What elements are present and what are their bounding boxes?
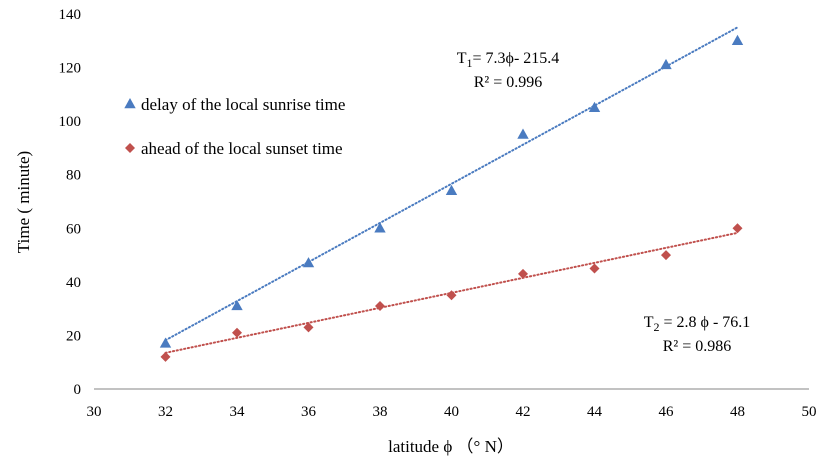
y-tick-label: 40: [66, 275, 81, 291]
data-point-triangle: [159, 337, 172, 348]
data-point-diamond: [303, 322, 314, 333]
legend-item-sunset: ahead of the local sunset time: [125, 139, 343, 158]
x-tick-label: 44: [587, 404, 603, 420]
trendline: [164, 26, 739, 342]
data-point-triangle: [588, 101, 601, 112]
x-axis-title: latitude ϕ （° N）: [388, 437, 514, 456]
data-point-triangle: [302, 257, 315, 268]
legend-label-sunrise: delay of the local sunrise time: [141, 95, 345, 114]
r-squared-sunrise: R² = 0.996: [474, 74, 543, 91]
data-point-diamond: [661, 250, 671, 261]
y-tick-label: 60: [66, 221, 81, 237]
data-point-triangle: [660, 58, 672, 70]
r-squared-sunset: R² = 0.986: [663, 338, 732, 355]
trendline-label-sunrise: T1= 7.3ϕ- 215.4 R² = 0.996: [457, 50, 560, 91]
x-axis-ticks: 30 32 34 36 38 40 42 44 46 48 50: [87, 404, 817, 420]
x-tick-label: 46: [659, 404, 675, 420]
x-tick-label: 32: [158, 404, 173, 420]
data-point-triangle: [731, 34, 744, 45]
x-tick-label: 50: [802, 404, 817, 420]
data-point-diamond: [518, 268, 528, 279]
y-tick-label: 140: [59, 7, 82, 23]
legend-item-sunrise: delay of the local sunrise time: [124, 95, 345, 114]
y-tick-label: 100: [59, 114, 82, 130]
y-axis-ticks: 0 20 40 60 80 100 120 140: [59, 7, 82, 398]
x-tick-label: 34: [230, 404, 246, 420]
equation-sunset: T2 = 2.8 ϕ - 76.1: [644, 314, 751, 334]
x-tick-label: 38: [373, 404, 388, 420]
legend-marker-diamond: [125, 143, 135, 153]
legend-marker-triangle: [124, 98, 136, 109]
legend: delay of the local sunrise time ahead of…: [124, 95, 345, 158]
equation-sunrise: T1= 7.3ϕ- 215.4: [457, 50, 560, 70]
y-tick-label: 20: [66, 328, 81, 344]
trendline-label-sunset: T2 = 2.8 ϕ - 76.1 R² = 0.986: [644, 314, 751, 355]
x-tick-label: 42: [516, 404, 531, 420]
data-point-diamond: [232, 327, 242, 338]
data-point-diamond: [375, 300, 385, 311]
y-tick-label: 0: [74, 382, 82, 398]
data-point-triangle: [445, 184, 458, 195]
data-point-diamond: [589, 263, 600, 274]
data-point-triangle: [517, 128, 529, 139]
y-tick-label: 80: [66, 168, 81, 184]
x-tick-label: 30: [87, 404, 102, 420]
data-point-diamond: [732, 223, 743, 234]
data-point-diamond: [446, 290, 457, 301]
data-point-triangle: [231, 299, 243, 311]
x-tick-label: 40: [444, 404, 459, 420]
x-tick-label: 48: [730, 404, 745, 420]
data-point-triangle: [374, 222, 386, 233]
data-points: [159, 34, 744, 362]
y-tick-label: 120: [59, 61, 82, 77]
y-axis-title: Time ( minute): [14, 151, 33, 253]
data-point-diamond: [160, 351, 171, 362]
legend-label-sunset: ahead of the local sunset time: [141, 139, 343, 158]
x-tick-label: 36: [301, 404, 317, 420]
